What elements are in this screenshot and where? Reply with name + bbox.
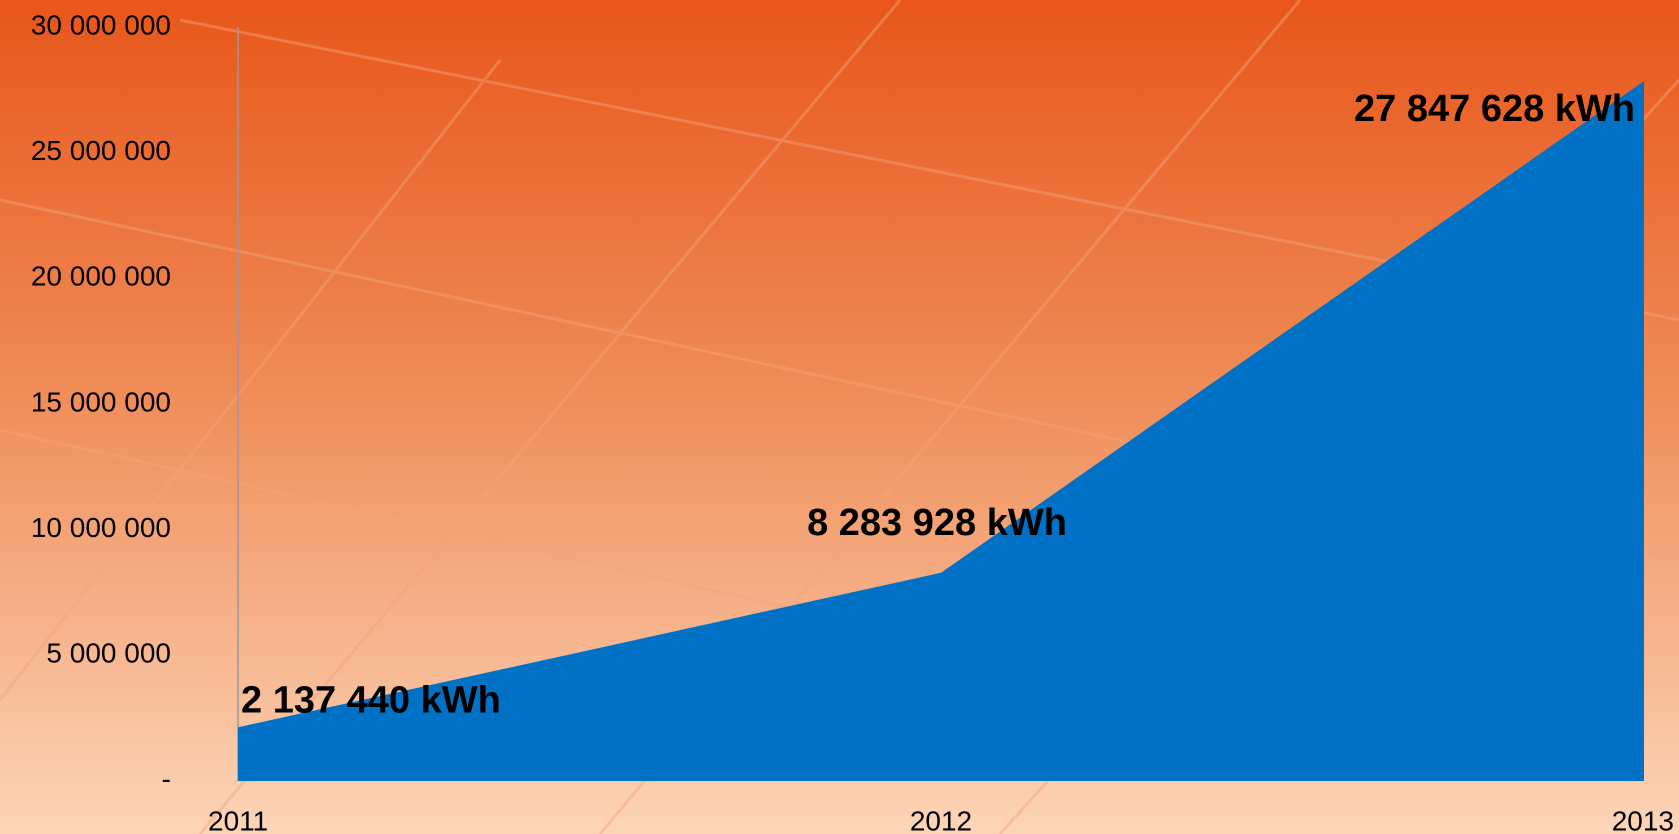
y-tick-label: 15 000 000	[31, 386, 171, 417]
area	[238, 81, 1644, 781]
x-tick-label: 2012	[910, 805, 972, 834]
x-tick-label: 2013	[1612, 805, 1674, 834]
value-label: 8 283 928 kWh	[807, 502, 1067, 544]
y-tick-label: 20 000 000	[31, 261, 171, 292]
value-label: 27 847 628 kWh	[1354, 88, 1635, 130]
y-tick-label: 10 000 000	[31, 512, 171, 543]
y-tick-label: 5 000 000	[46, 638, 171, 669]
y-tick-label: -	[162, 763, 171, 794]
y-tick-label: 30 000 000	[31, 9, 171, 40]
value-label: 2 137 440 kWh	[241, 679, 501, 721]
x-tick-label: 2011	[208, 805, 268, 834]
y-tick-label: 25 000 000	[31, 135, 171, 166]
